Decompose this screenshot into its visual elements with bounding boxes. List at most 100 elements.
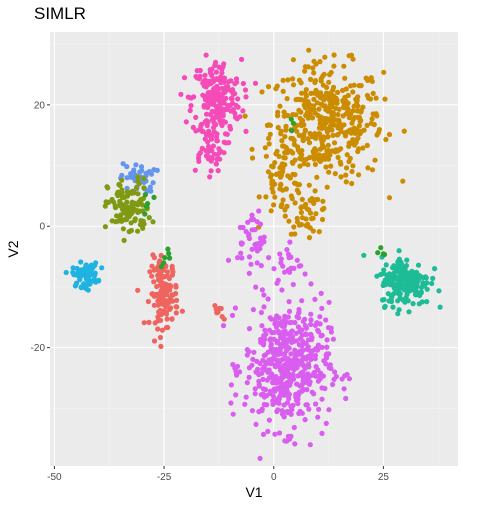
data-point [358, 107, 364, 113]
data-point [128, 171, 134, 177]
data-point [261, 292, 267, 298]
data-point [265, 84, 272, 90]
data-point [278, 260, 284, 266]
data-point [308, 76, 314, 82]
data-point [246, 326, 253, 332]
data-point [283, 123, 289, 129]
data-point [84, 273, 90, 279]
data-point [238, 250, 244, 256]
data-point [291, 376, 297, 382]
data-point [136, 201, 142, 207]
data-point [327, 152, 333, 158]
data-point [155, 318, 161, 324]
data-point [252, 386, 258, 392]
data-point [287, 175, 293, 181]
data-point [158, 343, 164, 349]
data-point [312, 352, 319, 358]
data-point [169, 316, 175, 322]
data-point [218, 74, 224, 80]
data-point [246, 365, 252, 371]
data-point [233, 368, 239, 374]
data-point [412, 270, 418, 276]
data-point [315, 367, 321, 373]
data-point [373, 95, 379, 101]
data-point [85, 269, 91, 275]
data-point [333, 117, 339, 123]
data-point [197, 67, 203, 74]
data-point [145, 201, 151, 207]
data-point [271, 266, 277, 272]
data-point [348, 52, 355, 58]
data-point [325, 156, 332, 162]
data-point [266, 255, 272, 261]
data-point [160, 274, 166, 280]
data-point [364, 142, 370, 148]
data-point [151, 194, 157, 200]
data-point [261, 234, 267, 240]
data-point [287, 269, 293, 275]
data-point [260, 431, 267, 437]
data-point [262, 327, 268, 333]
data-point [269, 185, 275, 192]
data-point [391, 282, 398, 288]
data-point [299, 388, 305, 394]
data-point [275, 124, 281, 131]
data-point [305, 353, 311, 359]
data-point [242, 113, 248, 119]
data-point [125, 213, 131, 219]
data-point [279, 323, 286, 329]
axes: -50 -25 0 25 -20 0 20 [31, 100, 390, 483]
data-point [380, 282, 386, 289]
data-point [384, 273, 390, 279]
data-point [282, 150, 288, 156]
data-point [285, 368, 291, 374]
data-point [265, 428, 271, 434]
data-point [151, 302, 157, 308]
data-point [115, 218, 121, 224]
data-point [164, 269, 171, 275]
data-point [256, 383, 262, 389]
data-point [237, 114, 243, 120]
data-point [166, 275, 172, 282]
data-point [207, 96, 213, 102]
data-point [342, 94, 348, 100]
data-point [276, 430, 283, 436]
data-point [140, 218, 146, 224]
data-point [270, 164, 276, 170]
data-point [298, 348, 304, 354]
data-point [139, 167, 145, 173]
data-point [273, 151, 279, 157]
data-point [386, 195, 393, 201]
data-point [103, 199, 109, 205]
data-point [305, 64, 311, 70]
data-point [232, 81, 238, 87]
data-point [191, 94, 197, 100]
data-point [296, 309, 302, 315]
data-point [201, 104, 207, 110]
data-point [274, 397, 280, 403]
data-point [279, 287, 285, 293]
data-point [214, 76, 220, 82]
data-point [271, 388, 277, 394]
data-point [240, 80, 246, 87]
data-point [202, 72, 208, 78]
data-point [311, 70, 317, 76]
data-point [261, 304, 267, 310]
data-point [324, 84, 330, 90]
data-point [404, 257, 410, 263]
data-point [313, 211, 319, 217]
data-point [230, 361, 236, 368]
data-point [150, 219, 156, 225]
data-point [332, 171, 338, 177]
data-point [415, 262, 422, 268]
data-point [225, 257, 232, 263]
data-point [344, 152, 350, 158]
data-point [344, 371, 350, 378]
data-point [397, 295, 403, 301]
data-point [316, 106, 322, 112]
data-point [268, 359, 274, 365]
data-point [320, 373, 326, 379]
data-point [221, 316, 227, 322]
data-point [299, 298, 305, 304]
data-point [274, 83, 280, 89]
